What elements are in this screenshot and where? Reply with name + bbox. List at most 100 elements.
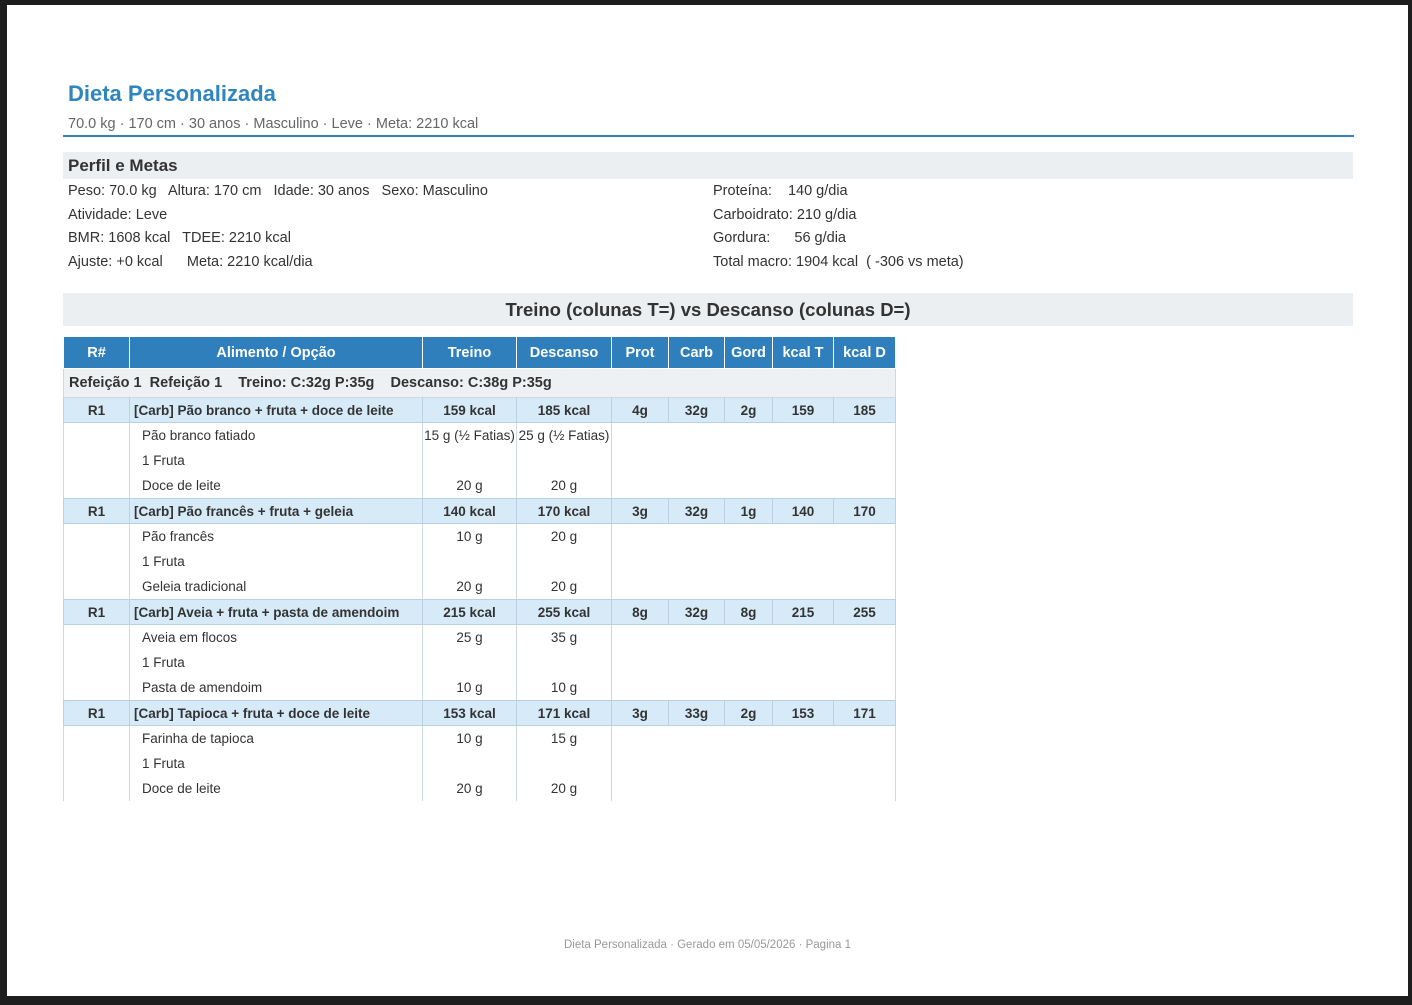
ingredient-name: Pasta de amendoim (129, 675, 423, 701)
ingredient-row: Aveia em flocos 25 g 35 g (63, 624, 896, 650)
option-descanso: 170 kcal (516, 498, 612, 524)
ingredient-row: Pão branco fatiado 15 g (½ Fatias) 25 g … (63, 422, 896, 448)
col-header-kcal-t: kcal T (772, 336, 834, 369)
page-subtitle: 70.0 kg · 170 cm · 30 anos · Masculino ·… (68, 116, 479, 132)
ingredient-treino: 10 g (422, 523, 517, 549)
ingredient-row: 1 Fruta (63, 650, 896, 675)
ingredient-treino: 10 g (422, 725, 517, 751)
option-descanso: 185 kcal (516, 397, 612, 423)
profile-right-line: Total macro: 1904 kcal ( -306 vs meta) (713, 254, 964, 270)
page-title: Dieta Personalizada (68, 81, 276, 106)
ingredient-descanso: 20 g (516, 473, 612, 499)
option-name: [Carb] Pão branco + fruta + doce de leit… (129, 397, 423, 423)
ingredient-descanso (516, 448, 612, 473)
ingredient-row: Doce de leite 20 g 20 g (63, 776, 896, 801)
ingredient-descanso (516, 650, 612, 675)
col-header-kcal-d: kcal D (833, 336, 896, 369)
option-gord: 2g (724, 397, 773, 423)
option-r: R1 (63, 397, 130, 423)
title-divider (63, 135, 1354, 137)
ingredient-name: 1 Fruta (129, 751, 423, 776)
ingredient-treino (422, 549, 517, 574)
option-descanso: 171 kcal (516, 700, 612, 726)
option-r: R1 (63, 700, 130, 726)
option-kcal-t: 215 (772, 599, 834, 625)
col-header-prot: Prot (611, 336, 669, 369)
col-header-descanso: Descanso (516, 336, 612, 369)
ingredient-treino (422, 448, 517, 473)
ingredient-descanso: 15 g (516, 725, 612, 751)
option-carb: 32g (668, 498, 725, 524)
option-r: R1 (63, 599, 130, 625)
option-name: [Carb] Tapioca + fruta + doce de leite (129, 700, 423, 726)
ingredient-row: Geleia tradicional 20 g 20 g (63, 574, 896, 600)
ingredient-descanso (516, 751, 612, 776)
option-treino: 153 kcal (422, 700, 517, 726)
option-gord: 2g (724, 700, 773, 726)
col-header-treino: Treino (422, 336, 517, 369)
profile-right-line: Proteína: 140 g/dia (713, 183, 848, 199)
option-kcal-d: 170 (833, 498, 896, 524)
profile-left-line: BMR: 1608 kcal TDEE: 2210 kcal (68, 230, 291, 246)
profile-left-line: Ajuste: +0 kcal Meta: 2210 kcal/dia (68, 254, 313, 270)
ingredient-name: Doce de leite (129, 473, 423, 499)
option-treino: 159 kcal (422, 397, 517, 423)
option-gord: 8g (724, 599, 773, 625)
option-kcal-d: 255 (833, 599, 896, 625)
profile-right-line: Gordura: 56 g/dia (713, 230, 846, 246)
option-descanso: 255 kcal (516, 599, 612, 625)
option-prot: 3g (611, 498, 669, 524)
ingredient-treino (422, 751, 517, 776)
ingredient-treino: 25 g (422, 624, 517, 650)
option-name: [Carb] Aveia + fruta + pasta de amendoim (129, 599, 423, 625)
ingredient-descanso: 20 g (516, 523, 612, 549)
option-kcal-t: 140 (772, 498, 834, 524)
ingredient-row: Farinha de tapioca 10 g 15 g (63, 725, 896, 751)
ingredient-descanso (516, 549, 612, 574)
option-kcal-t: 159 (772, 397, 834, 423)
option-treino: 140 kcal (422, 498, 517, 524)
ingredient-name: Pão francês (129, 523, 423, 549)
col-header-gord: Gord (724, 336, 773, 369)
ingredient-treino: 20 g (422, 574, 517, 600)
option-kcal-d: 185 (833, 397, 896, 423)
ingredient-name: Geleia tradicional (129, 574, 423, 600)
option-r: R1 (63, 498, 130, 524)
ingredient-treino: 10 g (422, 675, 517, 701)
ingredient-descanso: 10 g (516, 675, 612, 701)
option-name: [Carb] Pão francês + fruta + geleia (129, 498, 423, 524)
ingredient-treino (422, 650, 517, 675)
ingredient-row: Doce de leite 20 g 20 g (63, 473, 896, 499)
option-carb: 32g (668, 397, 725, 423)
option-treino: 215 kcal (422, 599, 517, 625)
ingredient-name: Doce de leite (129, 776, 423, 801)
ingredient-row: Pão francês 10 g 20 g (63, 523, 896, 549)
option-kcal-t: 153 (772, 700, 834, 726)
option-prot: 8g (611, 599, 669, 625)
ingredient-name: 1 Fruta (129, 448, 423, 473)
option-kcal-d: 171 (833, 700, 896, 726)
ingredient-name: Aveia em flocos (129, 624, 423, 650)
ingredient-descanso: 25 g (½ Fatias) (516, 422, 612, 448)
col-header-carb: Carb (668, 336, 725, 369)
profile-section-title: Perfil e Metas (68, 156, 178, 175)
ingredient-name: 1 Fruta (129, 650, 423, 675)
option-row: R1 [Carb] Aveia + fruta + pasta de amend… (63, 599, 896, 625)
option-prot: 3g (611, 700, 669, 726)
col-header-alimento: Alimento / Opção (129, 336, 423, 369)
ingredient-row: Pasta de amendoim 10 g 10 g (63, 675, 896, 701)
option-row: R1 [Carb] Pão francês + fruta + geleia 1… (63, 498, 896, 524)
meal-row: Refeição 1 Refeição 1 Treino: C:32g P:35… (63, 368, 896, 398)
table-header-row: R# Alimento / Opção Treino Descanso Prot… (63, 336, 896, 369)
ingredient-descanso: 20 g (516, 574, 612, 600)
diet-table: R# Alimento / Opção Treino Descanso Prot… (63, 336, 896, 801)
ingredient-treino: 20 g (422, 776, 517, 801)
ingredient-name: Farinha de tapioca (129, 725, 423, 751)
ingredient-name: Pão branco fatiado (129, 422, 423, 448)
col-header-r: R# (63, 336, 130, 369)
profile-right-line: Carboidrato: 210 g/dia (713, 207, 857, 223)
comparison-band: Treino (colunas T=) vs Descanso (colunas… (63, 293, 1353, 326)
ingredient-treino: 15 g (½ Fatias) (422, 422, 517, 448)
option-carb: 33g (668, 700, 725, 726)
ingredient-row: 1 Fruta (63, 751, 896, 776)
